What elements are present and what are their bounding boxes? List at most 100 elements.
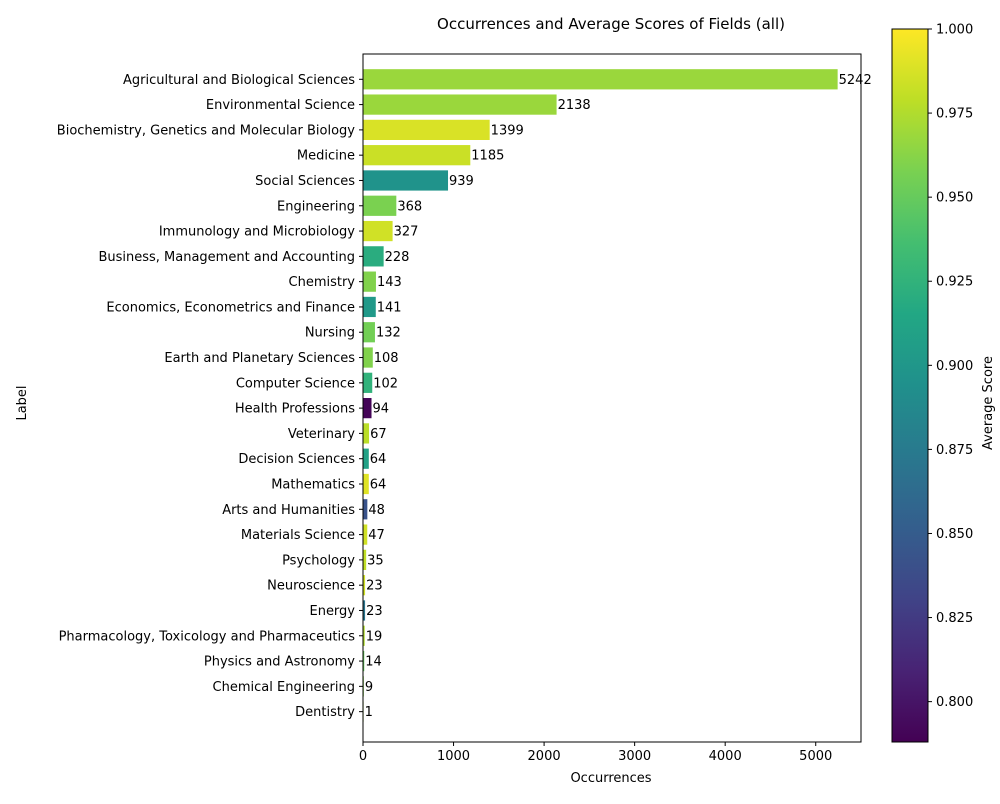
bar-value-label: 19 bbox=[366, 629, 383, 644]
bar-value-label: 67 bbox=[370, 427, 387, 442]
y-tick-label: Dentistry bbox=[295, 705, 355, 720]
bar bbox=[363, 499, 368, 520]
bar-value-label: 327 bbox=[394, 225, 419, 240]
bar bbox=[363, 625, 365, 646]
bar bbox=[363, 145, 471, 166]
colorbar: 0.800 0.825 0.850 0.875 0.900 0.925 0.950 0.975… bbox=[891, 23, 973, 743]
bar bbox=[363, 398, 372, 419]
chart-title: Occurrences and Average Scores of Fields… bbox=[437, 15, 785, 33]
y-tick-label: Biochemistry, Genetics and Molecular Bio… bbox=[57, 123, 356, 138]
bar-value-label: 14 bbox=[365, 655, 382, 670]
y-tick-label: Physics and Astronomy bbox=[204, 655, 355, 670]
colorbar-tick-label: 1.000 bbox=[936, 23, 973, 38]
colorbar-fill bbox=[892, 29, 928, 742]
bar-value-label: 368 bbox=[397, 199, 422, 214]
bar-value-label: 141 bbox=[377, 300, 402, 315]
y-tick-label: Medicine bbox=[297, 149, 355, 164]
colorbar-tick-label: 0.900 bbox=[936, 359, 973, 374]
bar bbox=[363, 448, 369, 469]
y-tick-label: Health Professions bbox=[235, 402, 355, 417]
bar bbox=[363, 271, 376, 292]
bar-value-label: 108 bbox=[374, 351, 399, 366]
x-tick-label: 1000 bbox=[437, 749, 470, 764]
colorbar-label: Average Score bbox=[981, 356, 996, 450]
y-tick-label: Chemistry bbox=[289, 275, 356, 290]
y-tick-label: Decision Sciences bbox=[238, 452, 355, 467]
colorbar-tick-label: 0.825 bbox=[936, 611, 973, 626]
y-tick-label: Immunology and Microbiology bbox=[159, 225, 355, 240]
bar bbox=[363, 119, 490, 140]
y-tick-label: Agricultural and Biological Sciences bbox=[123, 73, 355, 88]
y-tick-label: Neuroscience bbox=[267, 579, 355, 594]
bar-value-label: 5242 bbox=[839, 73, 872, 88]
bar-value-label: 2138 bbox=[558, 98, 591, 113]
bar bbox=[363, 195, 397, 216]
colorbar-tick-label: 0.800 bbox=[936, 695, 973, 710]
bar bbox=[363, 69, 838, 90]
colorbar-tick-label: 0.875 bbox=[936, 443, 973, 458]
bar bbox=[363, 220, 393, 242]
bar-value-label: 1 bbox=[365, 705, 373, 720]
bar-value-label: 228 bbox=[385, 250, 410, 265]
bar bbox=[363, 372, 373, 393]
bar-value-label: 23 bbox=[366, 604, 383, 619]
bar bbox=[363, 170, 449, 191]
bar-value-label: 143 bbox=[377, 275, 402, 290]
bar bbox=[363, 94, 557, 115]
colorbar-tick-label: 0.950 bbox=[936, 191, 973, 206]
y-tick-label: Energy bbox=[309, 604, 355, 619]
bar bbox=[363, 296, 376, 318]
y-tick-label: Mathematics bbox=[271, 478, 355, 493]
y-tick-label: Engineering bbox=[277, 199, 355, 214]
x-tick-label: 2000 bbox=[528, 749, 561, 764]
y-tick-label: Materials Science bbox=[241, 528, 355, 543]
bar bbox=[363, 524, 368, 545]
x-tick-label: 4000 bbox=[709, 749, 742, 764]
x-tick-label: 3000 bbox=[618, 749, 651, 764]
bar bbox=[363, 549, 367, 570]
y-tick-label: Social Sciences bbox=[255, 174, 355, 189]
x-tick-label: 5000 bbox=[799, 749, 832, 764]
bar-value-label: 1399 bbox=[491, 123, 524, 138]
bar-value-label: 1185 bbox=[471, 149, 504, 164]
bar-value-label: 94 bbox=[373, 402, 390, 417]
bar-value-label: 939 bbox=[449, 174, 474, 189]
bar-value-label: 9 bbox=[365, 680, 373, 695]
y-tick-label: Computer Science bbox=[236, 376, 355, 391]
y-tick-label: Environmental Science bbox=[206, 98, 355, 113]
plot-area: 5242 Agricultural and Biological Sciences… bbox=[57, 53, 872, 764]
plot-frame bbox=[362, 53, 862, 743]
y-axis-label: Label bbox=[15, 385, 30, 420]
bar-value-label: 47 bbox=[368, 528, 385, 543]
bar-value-label: 64 bbox=[370, 452, 387, 467]
bar bbox=[363, 423, 370, 444]
bar-value-label: 23 bbox=[366, 579, 383, 594]
x-axis-label: Occurrences bbox=[570, 771, 651, 786]
bar bbox=[363, 600, 366, 621]
bar bbox=[363, 347, 373, 368]
bar-value-label: 48 bbox=[368, 503, 385, 518]
bar bbox=[363, 473, 369, 495]
bar bbox=[363, 246, 384, 267]
y-tick-label: Veterinary bbox=[288, 427, 355, 442]
bar bbox=[363, 322, 375, 343]
bar-value-label: 35 bbox=[367, 553, 384, 568]
bar-value-label: 64 bbox=[370, 478, 387, 493]
y-tick-label: Pharmacology, Toxicology and Pharmaceuti… bbox=[59, 629, 356, 644]
y-tick-label: Nursing bbox=[305, 326, 355, 341]
y-tick-label: Economics, Econometrics and Finance bbox=[106, 300, 355, 315]
y-tick-label: Business, Management and Accounting bbox=[98, 250, 355, 265]
y-tick-label: Arts and Humanities bbox=[222, 503, 355, 518]
y-tick-label: Earth and Planetary Sciences bbox=[164, 351, 355, 366]
y-tick-label: Chemical Engineering bbox=[213, 680, 355, 695]
colorbar-tick-label: 0.925 bbox=[936, 275, 973, 290]
bar bbox=[363, 650, 365, 672]
y-tick-label: Psychology bbox=[282, 553, 355, 568]
colorbar-frame bbox=[891, 28, 929, 743]
bar-value-label: 102 bbox=[373, 376, 398, 391]
colorbar-tick-label: 0.975 bbox=[936, 107, 973, 122]
bar bbox=[363, 575, 366, 596]
x-tick-label: 0 bbox=[359, 749, 367, 764]
